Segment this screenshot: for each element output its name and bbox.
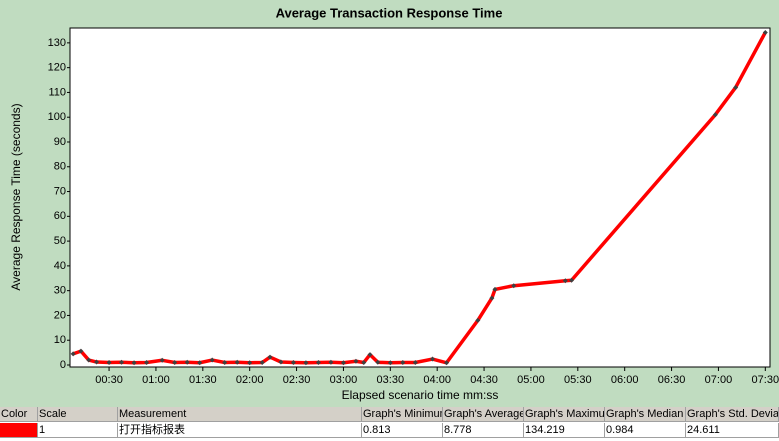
data-point bbox=[119, 359, 125, 365]
data-point bbox=[733, 84, 739, 90]
y-tick-label: 90 bbox=[54, 136, 66, 148]
data-point bbox=[278, 359, 284, 365]
x-tick-label: 06:00 bbox=[611, 374, 639, 386]
data-point bbox=[86, 357, 92, 363]
column-header: Graph's Average bbox=[443, 407, 524, 422]
data-point bbox=[184, 359, 190, 365]
y-tick-label: 10 bbox=[54, 334, 66, 346]
column-header: Graph's Maximum bbox=[524, 407, 605, 422]
data-point bbox=[290, 360, 296, 366]
data-point bbox=[106, 360, 112, 366]
y-tick-label: 70 bbox=[54, 185, 66, 197]
y-tick-label: 120 bbox=[48, 62, 66, 74]
data-point bbox=[475, 317, 481, 323]
x-tick-label: 01:00 bbox=[142, 374, 170, 386]
x-tick-label: 06:30 bbox=[658, 374, 686, 386]
table-cell: 8.778 bbox=[443, 423, 524, 438]
chart-title: Average Transaction Response Time bbox=[276, 5, 503, 20]
data-point bbox=[303, 360, 309, 366]
data-point bbox=[569, 277, 575, 283]
legend-table: Color Scale Measurement Graph's Minimum Grap… bbox=[0, 407, 779, 441]
table-cell: 134.219 bbox=[524, 423, 605, 438]
y-tick-label: 80 bbox=[54, 161, 66, 173]
column-header: Color bbox=[0, 407, 38, 422]
table-cell: 打开指标报表 bbox=[118, 423, 362, 438]
data-point bbox=[259, 360, 265, 366]
data-point bbox=[197, 360, 203, 366]
y-tick-label: 20 bbox=[54, 309, 66, 321]
data-point bbox=[444, 360, 450, 366]
x-tick-label: 04:30 bbox=[470, 374, 498, 386]
y-tick-label: 130 bbox=[48, 37, 66, 49]
data-point bbox=[94, 359, 100, 365]
data-point bbox=[430, 356, 435, 362]
column-header: Scale bbox=[38, 407, 118, 422]
data-point bbox=[353, 358, 359, 364]
data-point bbox=[361, 360, 367, 366]
data-point bbox=[762, 29, 768, 35]
data-point bbox=[511, 283, 517, 289]
table-cell: 24.611 bbox=[686, 423, 779, 438]
x-tick-label: 07:30 bbox=[752, 374, 779, 386]
x-tick-label: 05:00 bbox=[517, 374, 545, 386]
data-point bbox=[70, 351, 76, 357]
data-point bbox=[367, 352, 373, 358]
y-tick-label: 30 bbox=[54, 285, 66, 297]
x-axis-label: Elapsed scenario time mm:ss bbox=[342, 388, 499, 402]
data-point bbox=[562, 278, 568, 284]
x-tick-label: 05:30 bbox=[564, 374, 592, 386]
column-header: Graph's Minimum bbox=[362, 407, 443, 422]
chart: Average Transaction Response Time Elapse… bbox=[9, 5, 779, 402]
y-tick-label: 100 bbox=[48, 111, 66, 123]
x-tick-label: 02:30 bbox=[283, 374, 311, 386]
data-point bbox=[78, 348, 84, 354]
data-point bbox=[712, 112, 718, 118]
y-tick-label: 40 bbox=[54, 260, 66, 272]
data-point bbox=[247, 360, 253, 366]
x-tick-label: 01:30 bbox=[189, 374, 217, 386]
data-point bbox=[234, 359, 240, 365]
data-point bbox=[315, 360, 321, 366]
x-tick-label: 07:00 bbox=[705, 374, 733, 386]
data-point bbox=[159, 357, 165, 363]
data-point bbox=[387, 360, 393, 366]
y-tick-label: 110 bbox=[48, 86, 66, 98]
y-tick-label: 50 bbox=[54, 235, 66, 247]
table-cell: 1 bbox=[38, 423, 118, 438]
x-tick-label: 02:00 bbox=[236, 374, 264, 386]
data-point bbox=[267, 354, 273, 360]
column-header: Graph's Median bbox=[605, 407, 686, 422]
data-point bbox=[375, 359, 381, 365]
table-cell: 0.813 bbox=[362, 423, 443, 438]
data-point bbox=[492, 286, 498, 292]
x-tick-label: 04:00 bbox=[423, 374, 451, 386]
x-tick-label: 03:00 bbox=[330, 374, 358, 386]
y-axis-label: Average Response Time (seconds) bbox=[9, 103, 23, 290]
color-swatch bbox=[0, 423, 38, 438]
y-tick-label: 60 bbox=[54, 210, 66, 222]
data-point bbox=[144, 360, 150, 366]
data-point bbox=[222, 360, 228, 366]
plot-area bbox=[69, 27, 771, 368]
data-point bbox=[412, 360, 418, 366]
data-point bbox=[340, 360, 346, 366]
table-cell: 0.984 bbox=[605, 423, 686, 438]
data-point bbox=[209, 357, 215, 363]
data-point bbox=[489, 295, 495, 301]
data-point bbox=[131, 360, 137, 366]
data-point bbox=[400, 360, 406, 366]
data-point bbox=[328, 359, 334, 365]
data-point bbox=[172, 360, 178, 366]
column-header: Measurement bbox=[118, 407, 362, 422]
x-tick-label: 03:30 bbox=[377, 374, 405, 386]
y-tick-label: 0 bbox=[60, 359, 66, 371]
x-tick-label: 00:30 bbox=[95, 374, 123, 386]
column-header: Graph's Std. Deviation bbox=[686, 407, 779, 422]
